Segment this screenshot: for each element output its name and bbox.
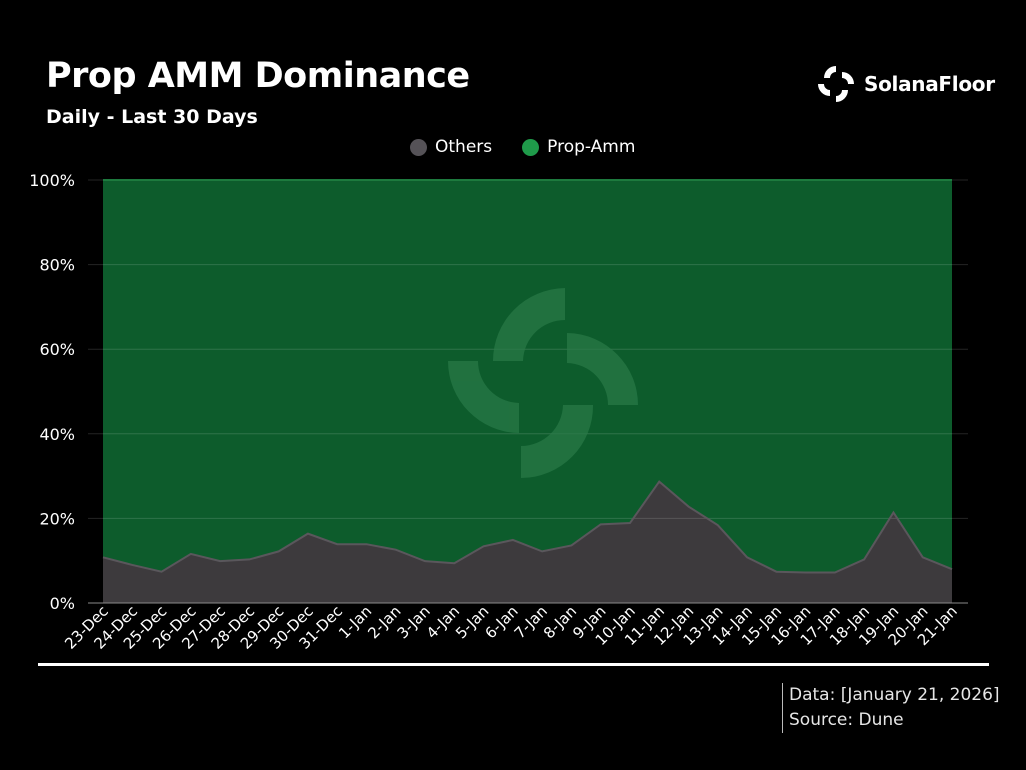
- y-tick-label: 100%: [29, 171, 75, 190]
- chart-title: Prop AMM Dominance: [46, 56, 470, 96]
- y-tick-label: 0%: [50, 594, 75, 613]
- watermark-segment: [448, 361, 519, 433]
- brand-name: SolanaFloor: [864, 72, 995, 96]
- line-others: [102, 480, 953, 574]
- x-tick-label: 1-Jan: [335, 602, 375, 642]
- area-prop-amm: [103, 180, 952, 573]
- x-tick-label: 3-Jan: [394, 602, 434, 642]
- x-tick-label: 5-Jan: [452, 602, 492, 642]
- solanafloor-logo-icon: [818, 66, 854, 102]
- source-label: Source: Dune: [789, 710, 904, 730]
- watermark-logo-icon: [448, 288, 638, 478]
- brand-logo: SolanaFloor: [816, 64, 995, 104]
- chart-legend: Others Prop-Amm: [410, 137, 635, 157]
- y-tick-label: 40%: [39, 425, 75, 444]
- x-tick-label: 2-Jan: [364, 602, 404, 642]
- y-tick-label: 60%: [39, 340, 75, 359]
- x-tick-label: 7-Jan: [511, 602, 551, 642]
- legend-item-others: Others: [410, 137, 492, 157]
- legend-swatch-others: [410, 138, 427, 156]
- x-tick-label: 4-Jan: [423, 602, 463, 642]
- bottom-divider: [38, 663, 989, 666]
- legend-label-prop-amm: Prop-Amm: [547, 137, 636, 157]
- x-tick-label: 8-Jan: [540, 602, 580, 642]
- y-tick-label: 80%: [39, 256, 75, 275]
- legend-item-prop-amm: Prop-Amm: [522, 137, 635, 157]
- area-others: [103, 481, 952, 603]
- data-date-label: Data: [January 21, 2026]: [789, 685, 1000, 705]
- watermark-segment: [493, 288, 565, 361]
- chart-subtitle: Daily - Last 30 Days: [46, 106, 258, 128]
- source-note: Data: [January 21, 2026] Source: Dune: [782, 683, 1000, 733]
- watermark-segment: [567, 333, 638, 405]
- x-tick-label: 6-Jan: [481, 602, 521, 642]
- y-tick-label: 20%: [39, 509, 75, 528]
- watermark-segment: [521, 405, 594, 478]
- legend-label-others: Others: [435, 137, 493, 157]
- legend-swatch-prop-amm: [522, 138, 540, 156]
